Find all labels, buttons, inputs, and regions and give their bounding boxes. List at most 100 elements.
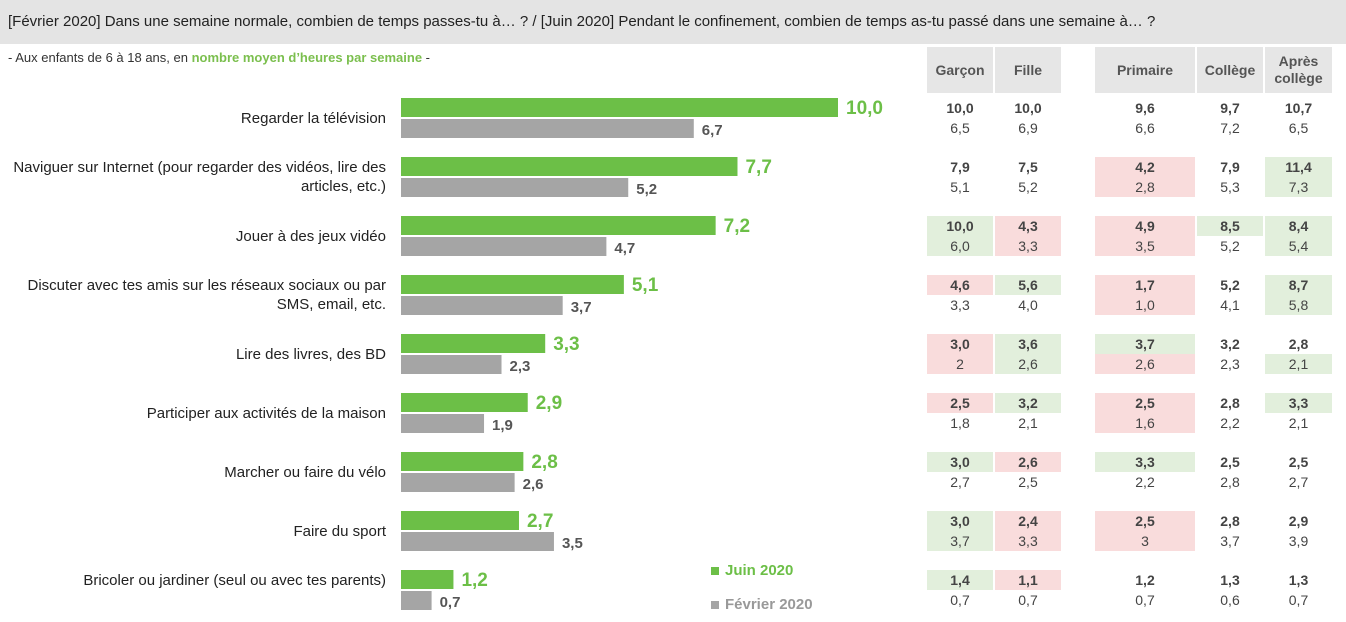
header-label: Primaire xyxy=(1116,61,1174,78)
table-cell-juin: 9,7 xyxy=(1220,100,1240,116)
data-label-fevrier: 2,3 xyxy=(510,358,531,375)
data-label-fevrier: 3,7 xyxy=(571,299,592,316)
table-cell-fevrier: 2,6 xyxy=(1095,354,1195,374)
chart-subtitle: - Aux enfants de 6 à 18 ans, en nombre m… xyxy=(8,50,430,65)
data-label-juin: 1,2 xyxy=(461,570,487,591)
table-cell-juin: 4,6 xyxy=(927,275,993,295)
table-cell-juin: 4,3 xyxy=(995,216,1061,236)
subtitle-suffix: - xyxy=(422,50,430,65)
header-college: Collège xyxy=(1197,47,1263,93)
table-cell-juin: 3,0 xyxy=(927,452,993,472)
table-cell-fevrier: 5,8 xyxy=(1265,295,1332,315)
table-cell-juin: 3,0 xyxy=(927,511,993,531)
data-label-juin: 2,8 xyxy=(531,452,557,473)
table-cell-fevrier: 2,7 xyxy=(1288,474,1309,490)
category-label: Faire du sport xyxy=(293,522,386,540)
table-cell-fevrier: 5,2 xyxy=(1018,179,1038,195)
table-cell-fevrier: 3 xyxy=(1095,531,1195,551)
data-label-juin: 2,9 xyxy=(536,393,562,414)
table-cell-juin: 8,4 xyxy=(1265,216,1332,236)
table-cell-fevrier: 6,6 xyxy=(1135,120,1155,136)
bar-juin xyxy=(401,334,546,353)
legend-fevrier: Février 2020 xyxy=(711,596,813,613)
legend-fevrier-label: Février 2020 xyxy=(725,596,813,613)
header-primaire: Primaire xyxy=(1095,47,1195,93)
data-label-fevrier: 3,5 xyxy=(562,535,583,552)
table-cell-fevrier: 4,0 xyxy=(1018,297,1038,313)
bar-juin xyxy=(401,570,454,589)
table-cell-juin: 7,9 xyxy=(1220,159,1240,175)
data-label-fevrier: 6,7 xyxy=(702,122,723,139)
data-label-fevrier: 2,6 xyxy=(523,476,544,493)
legend-juin-label: Juin 2020 xyxy=(725,562,794,579)
table-cell-juin: 2,4 xyxy=(995,511,1061,531)
table-cell-juin: 2,5 xyxy=(1288,454,1309,470)
table-cell-fevrier: 2,7 xyxy=(950,474,970,490)
table-cell-juin: 3,6 xyxy=(995,334,1061,354)
table-cell-fevrier: 6,9 xyxy=(1018,120,1038,136)
category-label: Bricoler ou jardiner (seul ou avec tes p… xyxy=(83,572,386,589)
table-cell-juin: 10,0 xyxy=(927,216,993,236)
bar-fevrier xyxy=(401,237,607,256)
table-cell-fevrier: 3,9 xyxy=(1288,533,1309,549)
table-cell-juin: 2,8 xyxy=(1288,336,1309,352)
table-cell-juin: 10,7 xyxy=(1284,100,1313,116)
table-cell-fevrier: 2 xyxy=(927,354,993,374)
table-cell-juin: 10,0 xyxy=(946,100,974,116)
bar-fevrier xyxy=(401,532,554,551)
category-label: Naviguer sur Internet (pour regarder des… xyxy=(13,159,386,195)
table-cell-fevrier: 0,6 xyxy=(1220,592,1240,608)
subtitle-prefix: - Aux enfants de 6 à 18 ans, en xyxy=(8,50,192,65)
table-cell-juin: 4,9 xyxy=(1095,216,1195,236)
table-cell-fevrier: 0,7 xyxy=(1288,592,1309,608)
table-cell-fevrier: 0,7 xyxy=(1135,592,1155,608)
table-cell-fevrier: 2,1 xyxy=(1018,415,1038,431)
table-cell-fevrier: 7,2 xyxy=(1220,120,1240,136)
table-cell-juin: 2,8 xyxy=(1220,513,1240,529)
table-cell-juin: 2,6 xyxy=(995,452,1061,472)
table-cell-juin: 1,4 xyxy=(927,570,993,590)
table-cell-juin: 3,0 xyxy=(927,334,993,354)
chart-title: [Février 2020] Dans une semaine normale,… xyxy=(0,0,1346,44)
legend-fevrier-swatch xyxy=(711,601,719,610)
table-cell-fevrier: 3,5 xyxy=(1095,236,1195,256)
data-label-juin: 7,7 xyxy=(745,157,771,178)
data-label-fevrier: 1,9 xyxy=(492,417,513,434)
table-cell-juin: 1,3 xyxy=(1220,572,1240,588)
bar-juin xyxy=(401,452,524,471)
table-cell-fevrier: 2,1 xyxy=(1288,415,1309,431)
table-cell-juin: 3,3 xyxy=(1095,452,1195,472)
table-cell-fevrier: 3,3 xyxy=(950,297,970,313)
table-cell-fevrier: 2,6 xyxy=(995,354,1061,374)
table-cell-juin: 8,5 xyxy=(1197,216,1263,236)
bar-fevrier xyxy=(401,178,629,197)
table-cell-juin: 2,5 xyxy=(927,393,993,413)
table-cell-juin: 1,1 xyxy=(995,570,1061,590)
table-cell-juin: 1,3 xyxy=(1288,572,1309,588)
data-label-juin: 3,3 xyxy=(553,334,579,355)
table-cell-juin: 5,2 xyxy=(1220,277,1240,293)
table-cell-fevrier: 6,5 xyxy=(1288,120,1309,136)
table-cell-fevrier: 0,7 xyxy=(1018,592,1038,608)
table-cell-fevrier: 3,3 xyxy=(995,236,1061,256)
table-cell-fevrier: 4,1 xyxy=(1220,297,1240,313)
header-label: Garçon xyxy=(935,61,985,78)
bar-juin xyxy=(401,511,519,530)
category-label: Lire des livres, des BD xyxy=(235,345,386,363)
table-cell-juin: 3,3 xyxy=(1265,393,1332,413)
bar-juin xyxy=(401,157,738,176)
header-label: Collège xyxy=(1204,61,1256,78)
table-cell-fevrier: 5,2 xyxy=(1220,238,1240,254)
table-cell-fevrier: 2,5 xyxy=(1018,474,1038,490)
category-label: Jouer à des jeux vidéo xyxy=(235,227,386,245)
category-label: Regarder la télévision xyxy=(240,109,386,127)
data-label-juin: 2,7 xyxy=(527,511,553,532)
table-cell-fevrier: 2,1 xyxy=(1265,354,1332,374)
table-cell-fevrier: 5,1 xyxy=(950,179,970,195)
table-cell-juin: 7,9 xyxy=(950,159,970,175)
bar-fevrier xyxy=(401,591,432,610)
bar-fevrier xyxy=(401,119,694,138)
data-label-fevrier: 4,7 xyxy=(614,240,635,257)
bar-juin xyxy=(401,98,838,117)
table-cell-juin: 3,2 xyxy=(995,393,1061,413)
